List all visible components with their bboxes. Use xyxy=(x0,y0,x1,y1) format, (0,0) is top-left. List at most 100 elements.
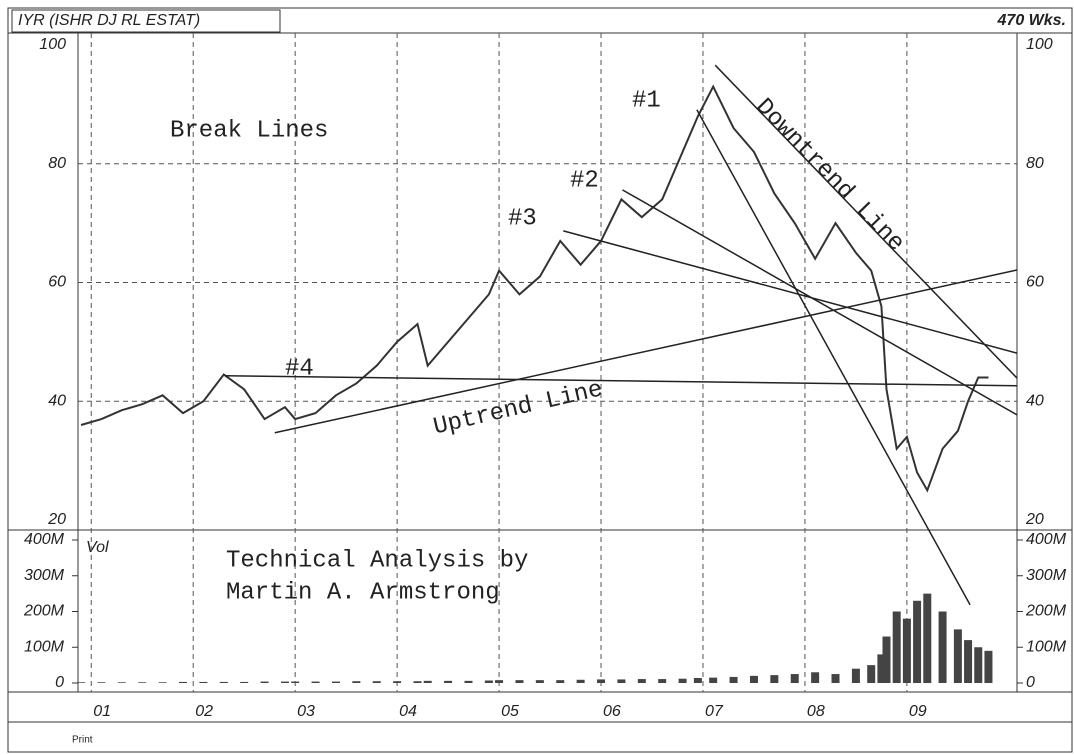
annotation: Break Lines xyxy=(170,117,328,144)
y-tick-label: 400M xyxy=(24,531,65,548)
volume-bar xyxy=(923,593,932,683)
volume-bar xyxy=(902,618,911,683)
volume-label: Vol xyxy=(86,539,109,556)
credit-line: Martin A. Armstrong xyxy=(226,579,500,606)
price-line xyxy=(80,84,989,493)
volume-bar xyxy=(179,681,188,683)
y-tick-label: 80 xyxy=(48,155,66,172)
volume-bar xyxy=(331,681,340,683)
annotation: #3 xyxy=(508,205,537,232)
subtitle: 470 Wks. xyxy=(997,12,1066,29)
annotation: #4 xyxy=(285,355,314,382)
trend-line xyxy=(696,109,971,606)
volume-bar xyxy=(138,682,147,683)
annotation: #2 xyxy=(570,167,599,194)
volume-bar xyxy=(974,647,983,683)
frame xyxy=(7,7,1073,753)
volume-bar xyxy=(97,682,106,683)
y-tick-label: 60 xyxy=(1026,274,1044,291)
volume-bar xyxy=(77,682,86,683)
volume-bar xyxy=(199,681,208,683)
y-tick-label: 400M xyxy=(1026,531,1067,548)
y-tick-label: 0 xyxy=(1026,674,1035,691)
credit-line: Technical Analysis by xyxy=(226,547,528,574)
volume-bar xyxy=(851,668,860,683)
y-tick-label: 100 xyxy=(1026,36,1053,53)
volume-bar xyxy=(117,682,126,683)
volume-bar xyxy=(219,681,228,683)
trend-line xyxy=(224,374,1018,387)
volume-bar xyxy=(260,681,269,683)
volume-bar xyxy=(770,675,779,683)
volume-bar xyxy=(352,681,361,683)
volume-bar xyxy=(556,680,565,683)
trend-line xyxy=(274,269,1018,434)
trend-line xyxy=(622,189,1018,416)
volume-bar xyxy=(678,678,687,683)
volume-bar xyxy=(749,675,758,683)
volume-bar xyxy=(413,681,422,683)
volume-bar xyxy=(964,640,973,683)
volume-bar xyxy=(597,679,606,683)
volume-bar xyxy=(535,680,544,683)
x-tick-label: 06 xyxy=(603,703,621,720)
volume-bar xyxy=(464,680,473,683)
volume-bar xyxy=(444,680,453,683)
volume-bar xyxy=(484,680,493,683)
volume-bar xyxy=(637,679,646,683)
x-tick-label: 05 xyxy=(501,703,519,720)
y-tick-label: 0 xyxy=(55,674,64,691)
volume-bar xyxy=(729,676,738,683)
y-tick-label: 80 xyxy=(1026,155,1044,172)
volume-bar xyxy=(423,680,432,683)
volume-bar xyxy=(658,679,667,683)
y-tick-label: 100 xyxy=(39,36,66,53)
trend-line xyxy=(563,230,1018,354)
volume-bar xyxy=(953,629,962,683)
y-tick-label: 40 xyxy=(48,392,66,409)
footer: Print xyxy=(72,735,93,746)
volume-bar xyxy=(882,636,891,683)
volume-bar xyxy=(495,680,504,683)
x-tick-label: 01 xyxy=(93,703,111,720)
annotation: #1 xyxy=(632,87,661,114)
chart-title: IYR (ISHR DJ RL ESTAT) xyxy=(18,12,200,29)
trend-line xyxy=(714,64,1018,379)
annotation: Uptrend Line xyxy=(431,376,605,441)
volume-bar xyxy=(984,650,993,683)
y-tick-label: 300M xyxy=(1026,567,1067,584)
volume-bar xyxy=(372,681,381,683)
volume-bar xyxy=(576,679,585,683)
y-tick-label: 40 xyxy=(1026,392,1044,409)
x-tick-label: 09 xyxy=(909,703,927,720)
volume-bar xyxy=(913,600,922,683)
volume-bar xyxy=(240,681,249,683)
x-tick-label: 03 xyxy=(297,703,315,720)
volume-bar xyxy=(693,677,702,683)
y-tick-label: 200M xyxy=(23,603,65,620)
volume-bar xyxy=(617,679,626,683)
volume-bar xyxy=(393,681,402,683)
volume-bar xyxy=(790,674,799,683)
y-tick-label: 300M xyxy=(24,567,65,584)
volume-bar xyxy=(867,665,876,683)
volume-bar xyxy=(158,682,167,683)
volume-bar xyxy=(515,680,524,683)
volume-bar xyxy=(811,672,820,683)
x-tick-label: 08 xyxy=(807,703,825,720)
volume-bar xyxy=(892,611,901,683)
volume-bar xyxy=(877,654,886,683)
x-tick-label: 04 xyxy=(399,703,417,720)
volume-bar xyxy=(280,681,289,683)
y-tick-label: 200M xyxy=(1025,603,1067,620)
volume-bar xyxy=(709,677,718,683)
title-box xyxy=(11,9,281,33)
volume-bar xyxy=(291,681,300,683)
y-tick-label: 20 xyxy=(47,511,66,528)
x-tick-label: 02 xyxy=(195,703,213,720)
volume-bar xyxy=(938,611,947,683)
x-tick-label: 07 xyxy=(705,703,724,720)
y-tick-label: 20 xyxy=(1025,511,1044,528)
y-tick-label: 100M xyxy=(1026,638,1067,655)
